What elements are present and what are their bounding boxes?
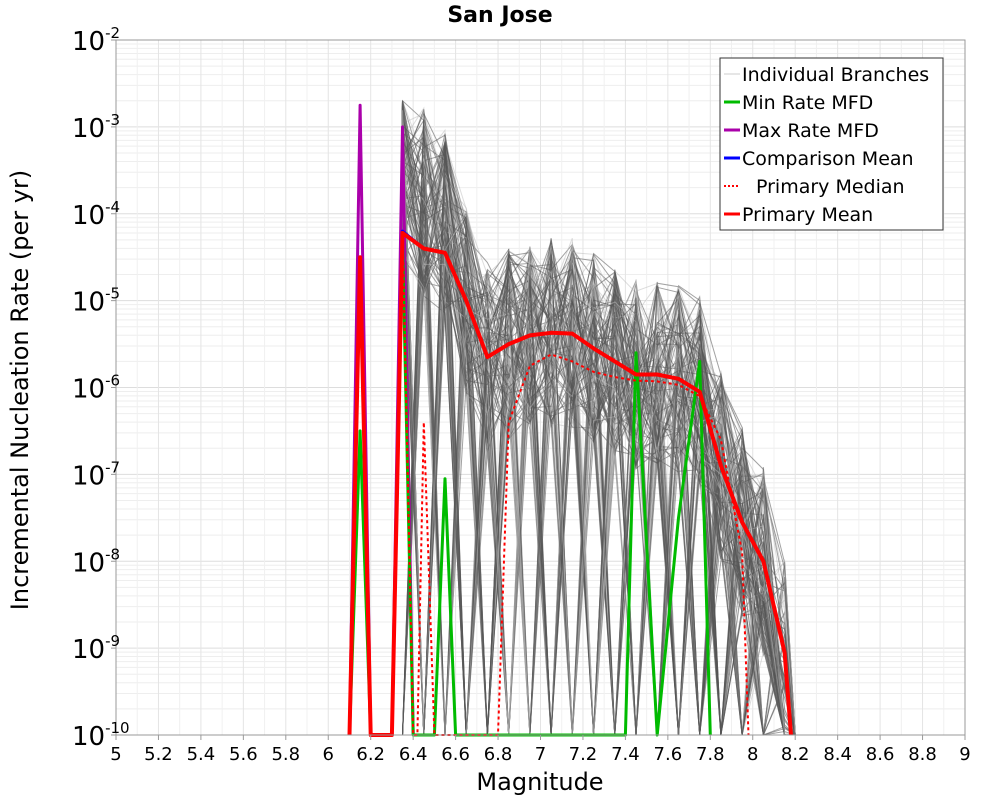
legend-label: Primary Mean [742,204,873,226]
x-tick-label: 8.6 [866,744,895,765]
x-tick-label: 6 [323,744,334,765]
y-tick-label: 10-4 [72,198,120,231]
branch-line [391,164,796,736]
x-tick-label: 7.2 [569,744,598,765]
branch-line [391,154,796,736]
x-tick-label: 5.8 [271,744,300,765]
y-tick-label: 10-3 [72,111,120,144]
x-tick-label: 6.6 [441,744,470,765]
x-tick-label: 6.8 [484,744,513,765]
x-tick-label: 5 [110,744,121,765]
y-axis-ticks: 10-10 10-9 10-8 10-7 10-6 10-5 10-4 10-3 10-2 [72,24,130,752]
x-tick-label: 8.4 [823,744,852,765]
y-tick-label: 10-10 [72,719,130,752]
y-tick-label: 10-8 [72,545,120,578]
branch-line [391,141,796,736]
x-axis-ticks: 5 5.2 5.4 5.6 5.8 6 6.2 6.4 6.6 6.8 7 7.2 7.4 7.6 7.8 8… [110,735,971,765]
x-tick-label: 5.4 [187,744,216,765]
grid-lines [115,40,966,736]
x-tick-label: 5.2 [144,744,173,765]
legend-label: Max Rate MFD [742,120,879,142]
x-axis-title: Magnitude [476,768,603,796]
branch-line [391,128,796,736]
x-tick-label: 8 [747,744,758,765]
x-tick-label: 5.6 [229,744,258,765]
x-tick-label: 9 [959,744,970,765]
branch-line [391,185,796,736]
x-tick-label: 8.8 [908,744,937,765]
y-axis-title: Incremental Nucleation Rate (per yr) [6,170,34,610]
branch-line [391,110,796,736]
x-tick-label: 6.4 [399,744,428,765]
x-tick-label: 7.4 [611,744,640,765]
y-tick-label: 10-2 [72,24,120,57]
y-tick-label: 10-5 [72,285,120,318]
series-line-primary-mean [347,230,793,737]
legend-label: Comparison Mean [742,148,914,170]
branch-line [391,285,796,736]
legend-label: Min Rate MFD [742,92,873,114]
legend-box [719,57,944,231]
x-tick-label: 7.8 [696,744,725,765]
legend-label: Primary Median [756,176,905,198]
legend: Individual Branches Min Rate MFD Max Rate … [719,57,944,231]
branch-line [391,177,796,736]
x-tick-label: 6.2 [356,744,385,765]
y-tick-label: 10-7 [72,458,120,491]
y-tick-label: 10-6 [72,372,120,405]
x-tick-label: 7 [535,744,546,765]
chart-title: San Jose [447,3,552,28]
x-tick-label: 8.2 [781,744,810,765]
legend-label: Individual Branches [742,64,929,86]
y-tick-label: 10-9 [72,632,120,665]
branch-line [391,146,796,736]
x-tick-label: 7.6 [654,744,683,765]
